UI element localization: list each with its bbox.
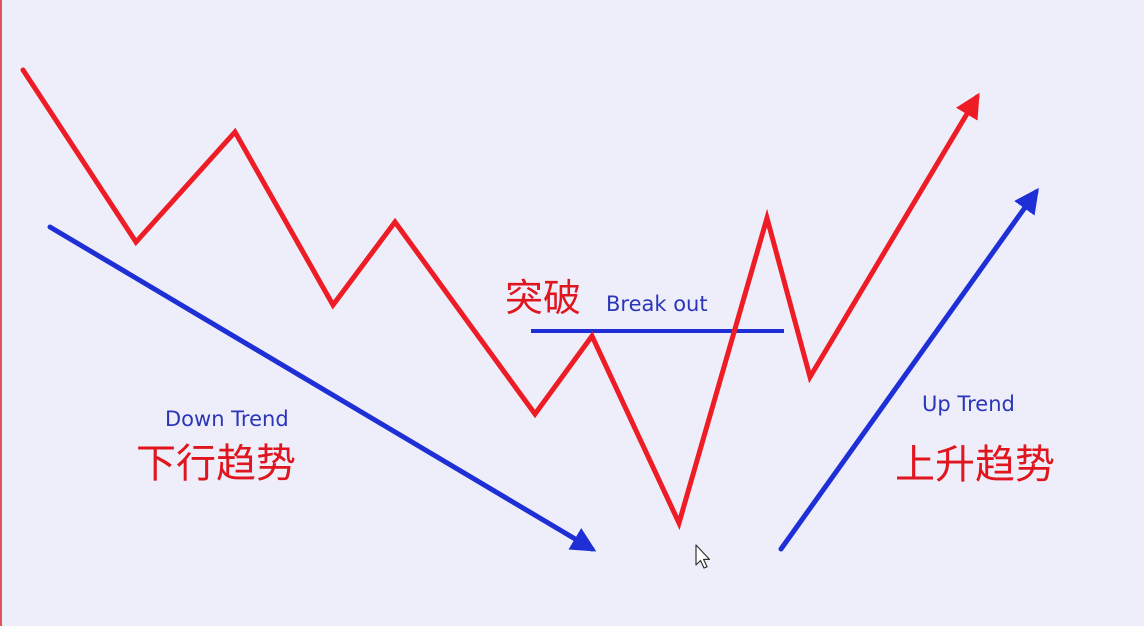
break-out-label-zh: 突破 <box>505 276 581 320</box>
price-zigzag-line <box>20 67 980 531</box>
break-out-label-en: Break out <box>606 292 708 316</box>
mouse-pointer-icon <box>695 544 711 569</box>
down-trend-label-en: Down Trend <box>165 407 289 431</box>
down-trend-arrow <box>47 224 597 552</box>
up-trend-label-en: Up Trend <box>922 392 1015 416</box>
up-trend-label-zh: 上升趋势 <box>895 442 1055 488</box>
up-trend-arrow <box>778 187 1039 552</box>
down-trend-label-zh: 下行趋势 <box>136 441 296 487</box>
